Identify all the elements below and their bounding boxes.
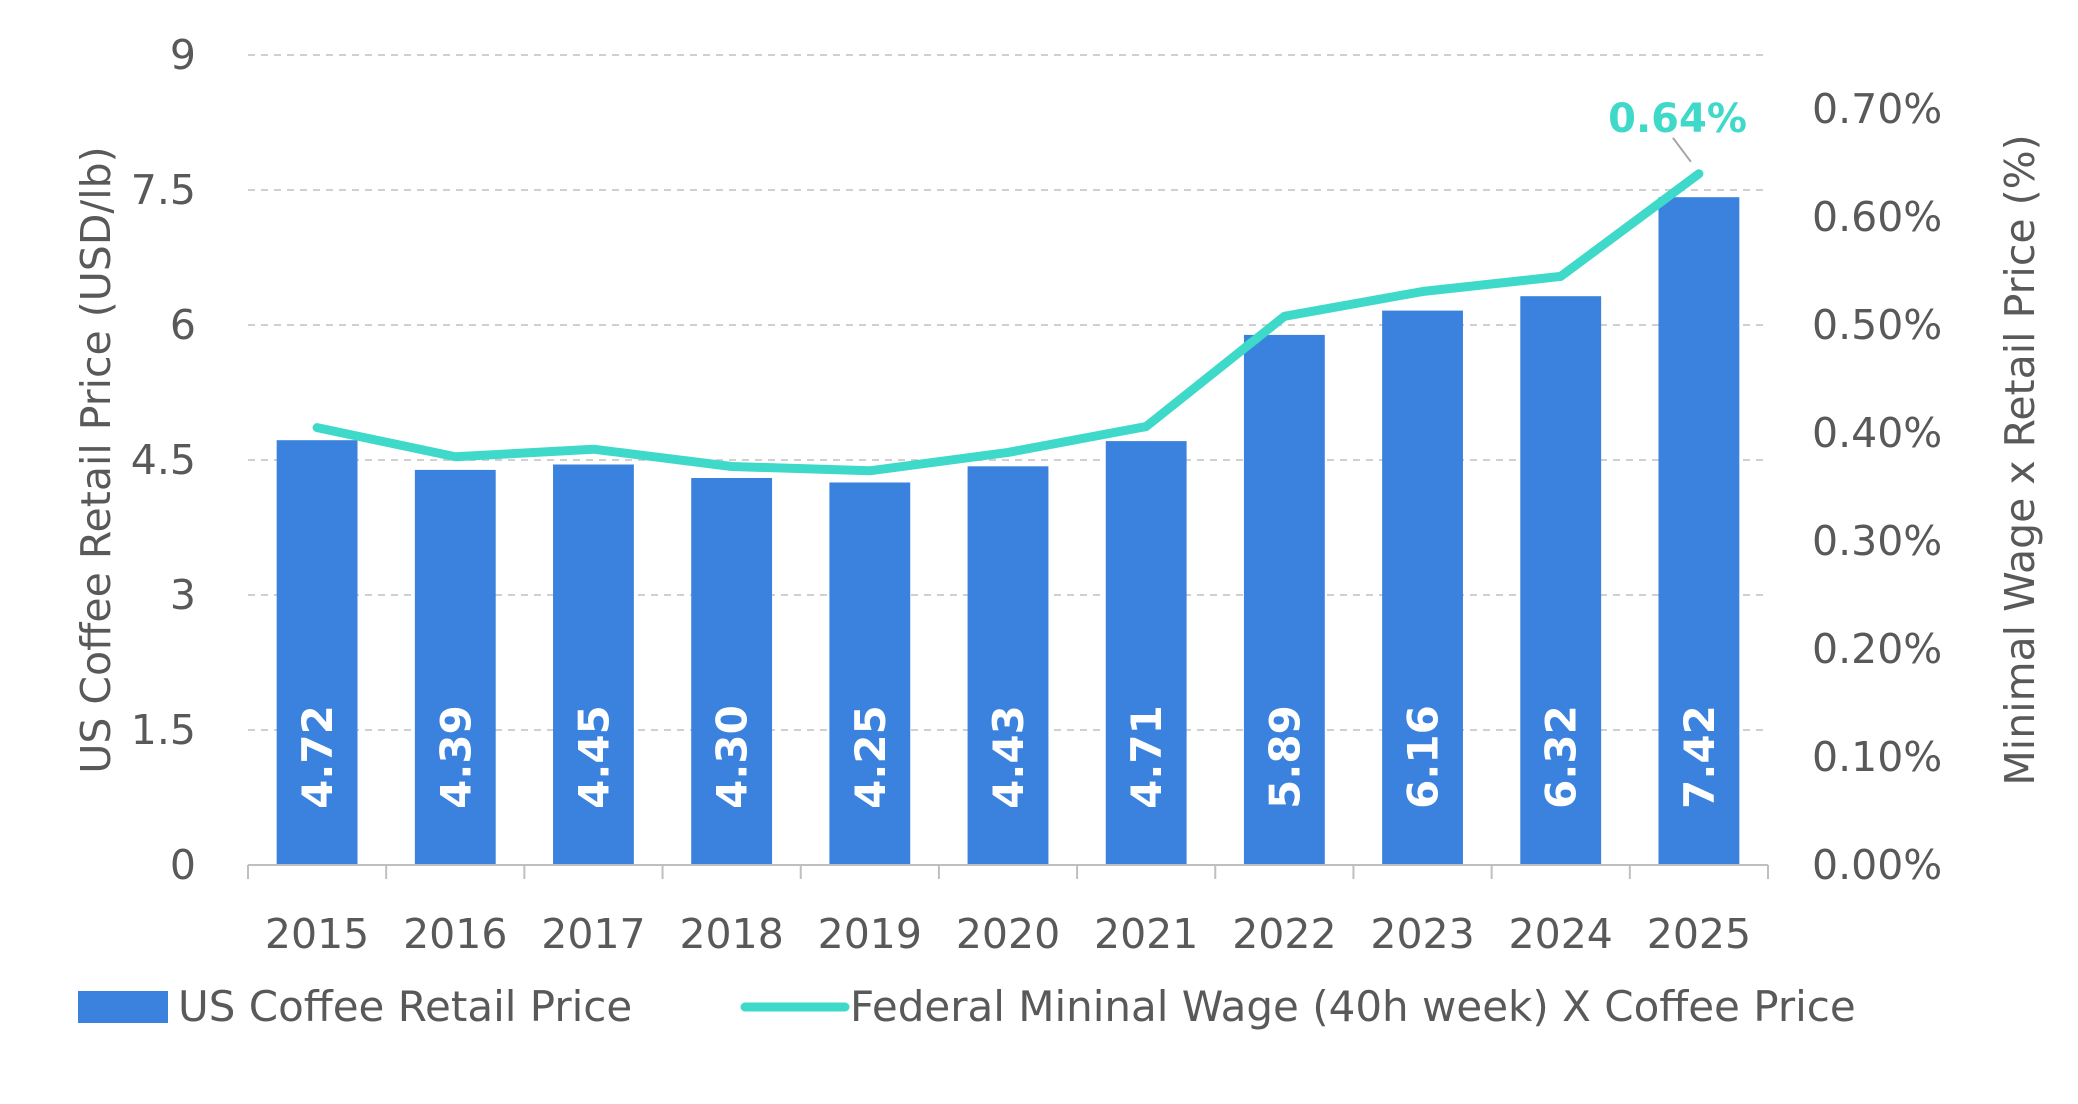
y-right-tick-label: 0.20% <box>1812 625 1942 673</box>
bar <box>829 482 911 865</box>
x-tick-label: 2025 <box>1647 910 1751 958</box>
bar <box>1105 441 1187 865</box>
x-tick-label: 2021 <box>1094 910 1198 958</box>
y-right-tick-label: 0.30% <box>1812 517 1942 565</box>
y-right-tick-label: 0.50% <box>1812 301 1942 349</box>
gridlines <box>248 54 1768 731</box>
line-path <box>312 169 1704 476</box>
bar <box>553 464 634 865</box>
bar-value-label: 7.42 <box>1675 705 1724 809</box>
x-axis <box>247 864 1769 879</box>
y-left-tick-label: 4.5 <box>131 436 196 484</box>
bar-value-label: 4.43 <box>984 705 1033 809</box>
bar-value-label: 4.45 <box>569 705 618 809</box>
y-left-tick-label: 6 <box>170 301 196 349</box>
bar-value-label: 4.39 <box>431 705 480 809</box>
x-tick-label: 2023 <box>1370 910 1474 958</box>
callout-leader <box>1672 137 1692 163</box>
bar-value-label: 6.16 <box>1399 705 1448 809</box>
bar <box>1382 310 1463 866</box>
x-tick-label: 2020 <box>956 910 1060 958</box>
callout-label: 0.64% <box>1608 96 1747 142</box>
line-series <box>312 169 1704 476</box>
legend-label-bar: US Coffee Retail Price <box>178 982 632 1031</box>
bar-value-label: 5.89 <box>1260 705 1309 809</box>
x-tick-label: 2015 <box>265 910 369 958</box>
y-right-tick-label: 0.70% <box>1812 85 1942 133</box>
bar <box>967 466 1049 865</box>
bar-value-label: 4.25 <box>846 705 895 809</box>
bar-value-label: 4.30 <box>708 705 757 809</box>
y-right-tick-label: 0.60% <box>1812 193 1942 241</box>
y-right-tick-label: 0.40% <box>1812 409 1942 457</box>
x-tick-label: 2018 <box>679 910 783 958</box>
bar-series <box>276 197 1740 866</box>
x-tick-label: 2024 <box>1509 910 1613 958</box>
legend-swatch-bar <box>78 991 168 1023</box>
y-left-tick-label: 7.5 <box>131 166 196 214</box>
bar <box>1520 296 1602 865</box>
bar-value-label: 6.32 <box>1537 705 1586 809</box>
y-right-tick-label: 0.00% <box>1812 841 1942 889</box>
bar-value-label: 4.71 <box>1122 705 1171 809</box>
y-left-tick-label: 9 <box>170 31 196 79</box>
x-tick-label: 2019 <box>818 910 922 958</box>
y-right-axis-title: Minimal Wage x Retail Price (%) <box>1996 134 2044 785</box>
y-left-tick-label: 1.5 <box>131 706 196 754</box>
x-tick-label: 2017 <box>541 910 645 958</box>
bar-value-label: 4.72 <box>293 705 342 809</box>
bar <box>414 469 496 865</box>
bar <box>276 440 358 865</box>
y-right-tick-label: 0.10% <box>1812 733 1942 781</box>
legend-label-line: Federal Mininal Wage (40h week) X Coffee… <box>850 982 1856 1031</box>
x-tick-label: 2022 <box>1232 910 1336 958</box>
bar <box>1658 197 1740 865</box>
legend: US Coffee Retail Price Federal Mininal W… <box>78 982 1856 1031</box>
bar <box>691 478 773 865</box>
x-tick-label: 2016 <box>403 910 507 958</box>
y-left-axis-title: US Coffee Retail Price (USD/lb) <box>72 146 120 773</box>
tick-labels: 0 1.5 3 4.5 6 7.5 9 0.00% 0.10% 0.20% 0.30% 0.40% 0.… <box>131 31 1942 958</box>
bar <box>1243 334 1325 865</box>
y-left-tick-label: 0 <box>170 841 196 889</box>
y-left-tick-label: 3 <box>170 571 196 619</box>
